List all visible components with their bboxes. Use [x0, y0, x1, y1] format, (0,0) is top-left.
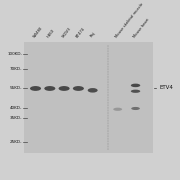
Text: 100KD-: 100KD- — [7, 52, 22, 56]
Text: H460: H460 — [47, 28, 56, 39]
Text: ETV4: ETV4 — [160, 85, 174, 90]
Text: Raj: Raj — [89, 31, 96, 39]
Text: 35KD-: 35KD- — [10, 116, 22, 120]
Text: Mouse skeletal muscle: Mouse skeletal muscle — [114, 2, 144, 39]
Text: SKOV3: SKOV3 — [61, 26, 72, 39]
Text: 25KD-: 25KD- — [10, 140, 22, 144]
Ellipse shape — [88, 88, 98, 93]
Text: Mouse heart: Mouse heart — [132, 17, 150, 39]
Text: SW480: SW480 — [32, 26, 44, 39]
Text: BT474: BT474 — [75, 26, 86, 39]
FancyBboxPatch shape — [24, 42, 152, 153]
Ellipse shape — [131, 107, 140, 110]
Text: 70KD-: 70KD- — [10, 67, 22, 71]
Text: 55KD-: 55KD- — [10, 86, 22, 90]
Ellipse shape — [131, 84, 140, 87]
Text: 40KD-: 40KD- — [10, 106, 22, 110]
Ellipse shape — [58, 86, 70, 91]
Ellipse shape — [44, 86, 55, 91]
Ellipse shape — [113, 108, 122, 111]
Ellipse shape — [30, 86, 41, 91]
Ellipse shape — [73, 86, 84, 91]
Ellipse shape — [131, 90, 140, 93]
